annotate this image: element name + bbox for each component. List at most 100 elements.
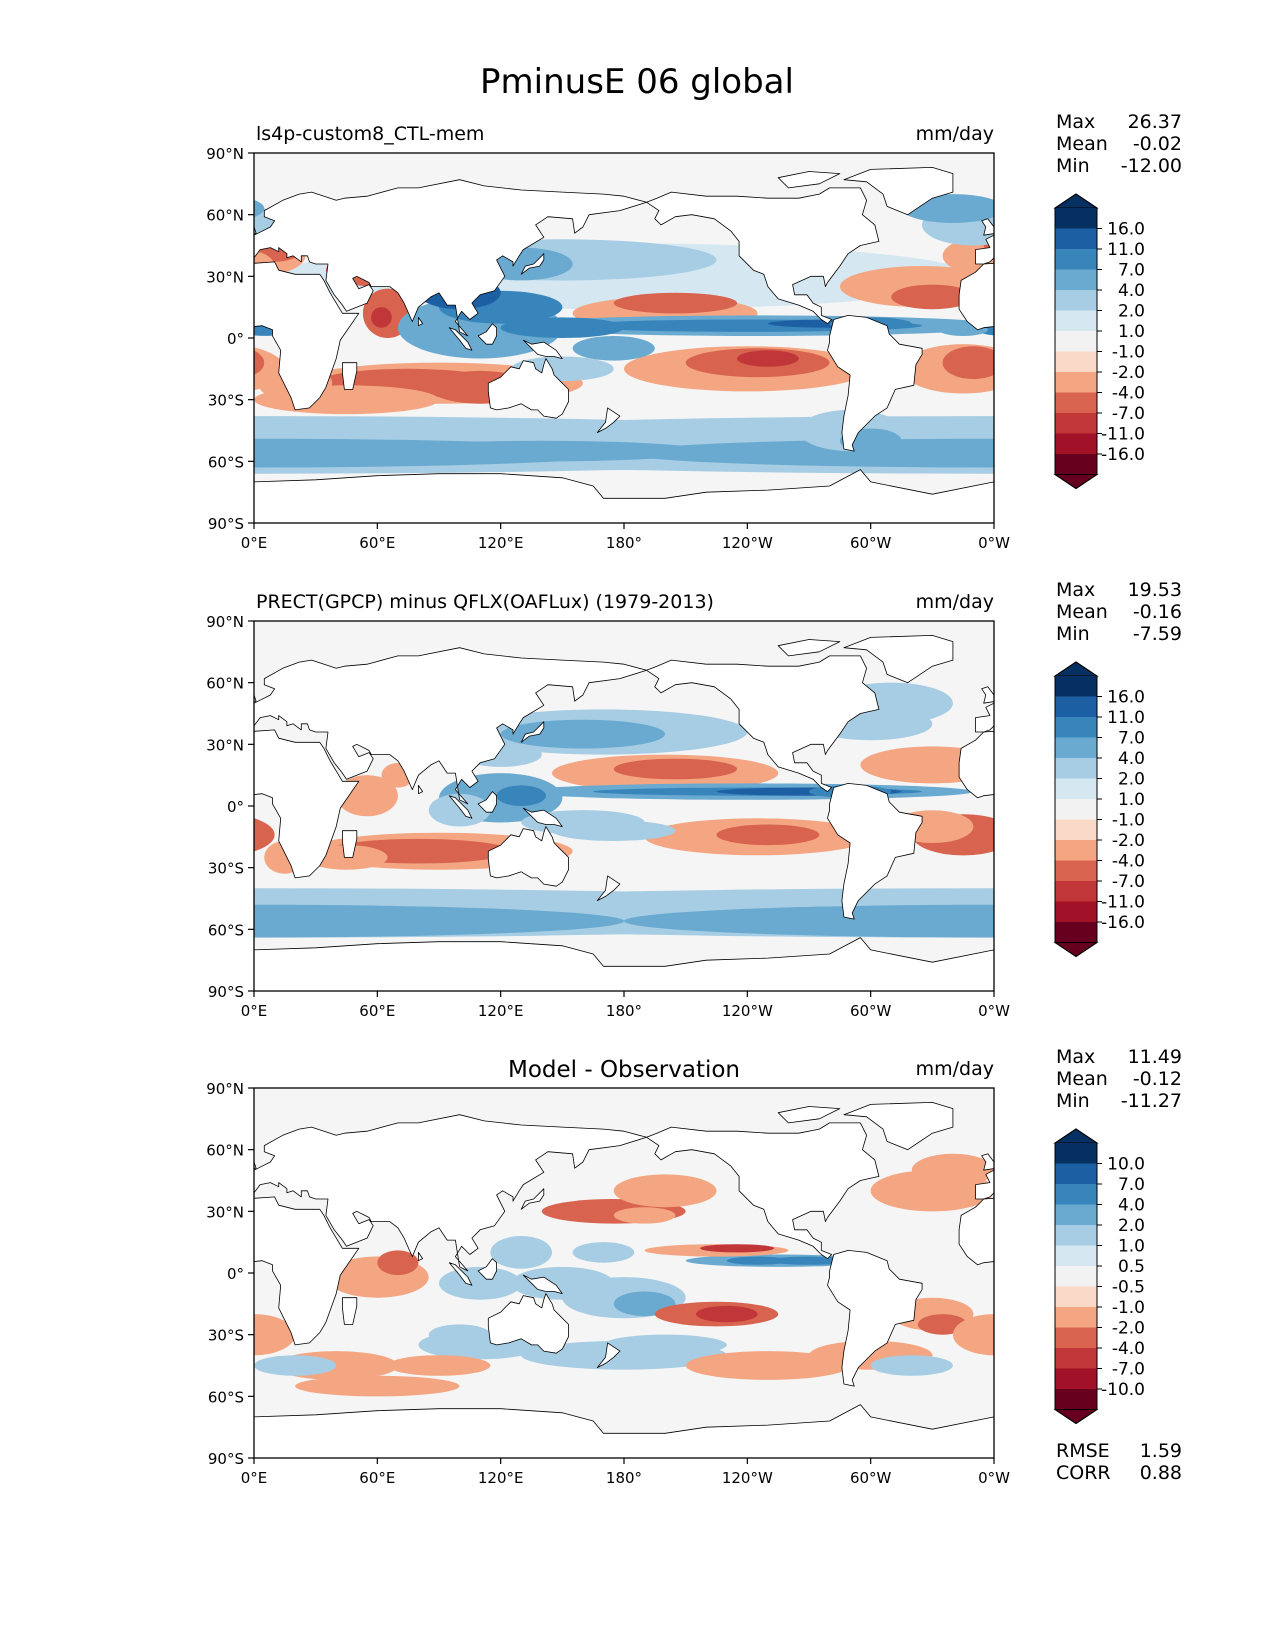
panel-units: mm/day xyxy=(916,123,994,145)
lon-tick-label: 60°W xyxy=(850,1469,892,1487)
land-borneo xyxy=(477,323,497,345)
lon-tick-label: 60°E xyxy=(359,534,395,552)
land-antarctica xyxy=(993,1416,994,1458)
colorbar-segment xyxy=(1055,881,1097,902)
map-field xyxy=(254,621,1237,991)
stat-min-label: Min xyxy=(1056,155,1090,177)
lon-tick-label: 60°E xyxy=(359,1002,395,1020)
map-axes: 90°N 60°N 30°N 0° 30°S 60°S 90°S0°E 60°E 120°E 18… xyxy=(206,145,1010,552)
stats-box: Max 26.37 Mean -0.02 Min -12.00 xyxy=(1056,111,1182,177)
colorbar-tick-label: -0.5 xyxy=(1112,1278,1145,1298)
colorbar-outline xyxy=(1054,1128,1098,1425)
stat-max-value: 19.53 xyxy=(1128,579,1182,601)
land-greenland xyxy=(843,635,954,684)
land-africa xyxy=(254,261,360,411)
colorbar-extend-min xyxy=(1053,942,1099,958)
colorbar-segment xyxy=(1055,1348,1097,1369)
stats-box: Max 11.49 Mean -0.12 Min -11.27 xyxy=(1056,1046,1182,1112)
colorbar-extend-max xyxy=(1053,193,1099,209)
lat-tick-label: 90°N xyxy=(206,145,244,163)
land-australia xyxy=(487,1293,569,1354)
lat-tick-label: 30°N xyxy=(206,268,244,286)
land-sumatra xyxy=(1189,1263,1212,1286)
land-japan xyxy=(520,253,545,275)
field-contour-region xyxy=(911,1153,994,1187)
land-sri-lanka xyxy=(418,317,423,327)
stat-min-label: Min xyxy=(1056,623,1090,645)
colorbar-tick-label: 10.0 xyxy=(1107,1155,1145,1175)
colorbar-segment xyxy=(1055,372,1097,393)
land-eurasia xyxy=(254,647,647,805)
land-sumatra xyxy=(1189,328,1212,351)
land-sumatra xyxy=(1189,796,1212,819)
land-uk xyxy=(981,218,994,236)
coastlines xyxy=(254,635,1237,991)
colorbar-tick-label: -7.0 xyxy=(1112,404,1145,424)
land-new-guinea xyxy=(522,807,563,827)
colorbar-segment xyxy=(1055,454,1097,475)
land-madagascar xyxy=(342,362,358,390)
land-africa xyxy=(254,729,360,879)
lon-tick-label: 120°E xyxy=(478,534,524,552)
colorbar-segment xyxy=(1055,860,1097,882)
colorbar-segment xyxy=(1055,433,1097,455)
field-contour-region xyxy=(706,906,953,932)
colorbar-segment xyxy=(1055,1204,1097,1226)
field-contour-region xyxy=(377,1250,419,1275)
land-antarctica xyxy=(254,469,994,523)
map-field xyxy=(254,153,1275,523)
field-shading xyxy=(254,682,994,938)
lon-tick-label: 0°W xyxy=(978,534,1010,552)
colorbar-segment xyxy=(1055,1368,1097,1390)
land-australia xyxy=(1228,359,1275,419)
lat-tick-label: 30°S xyxy=(208,860,244,878)
colorbar-tick-label: 16.0 xyxy=(1107,220,1145,240)
lon-tick-label: 0°W xyxy=(978,1002,1010,1020)
colorbar-tick-label: 4.0 xyxy=(1118,749,1145,769)
colorbar-segment xyxy=(1055,922,1097,943)
lon-tick-label: 120°E xyxy=(478,1002,524,1020)
lat-tick-label: 90°N xyxy=(206,1080,244,1098)
colorbar-segment xyxy=(1055,717,1097,738)
colorbar-tick-label: 7.0 xyxy=(1118,1175,1145,1195)
land-arctic-islands xyxy=(777,1106,841,1124)
field-contour-region xyxy=(891,284,974,310)
lon-tick-label: 120°W xyxy=(722,1002,773,1020)
error-stats: RMSE 1.59 CORR 0.88 xyxy=(1056,1440,1182,1484)
colorbar-tick-label: 2.0 xyxy=(1118,1216,1145,1236)
field-contour-region xyxy=(428,1324,491,1345)
colorbar-segment xyxy=(1055,778,1097,800)
stat-mean-value: -0.16 xyxy=(1133,601,1182,623)
land-sri-lanka xyxy=(1158,1252,1162,1260)
colorbar-tick-label: -4.0 xyxy=(1112,1339,1145,1359)
land-arctic-islands xyxy=(777,639,841,657)
field-contour-region xyxy=(254,322,265,329)
land-sri-lanka xyxy=(418,785,423,795)
land-uk xyxy=(981,1153,994,1171)
colorbar-segment xyxy=(1055,228,1097,250)
panel-difference: Model - Observation mm/day 90°N 60°N 30°N 0… xyxy=(206,1046,1275,1487)
land-new-zealand xyxy=(596,1342,621,1368)
colorbar-segment xyxy=(1055,1389,1097,1410)
lat-tick-label: 30°N xyxy=(206,736,244,754)
panel-units: mm/day xyxy=(916,1058,994,1080)
stat-min-value: -12.00 xyxy=(1121,155,1182,177)
land-sri-lanka xyxy=(1158,317,1162,325)
lat-tick-label: 60°S xyxy=(208,1388,244,1406)
land-borneo xyxy=(1218,792,1237,813)
colorbar-tick-label: 2.0 xyxy=(1118,770,1145,790)
stat-mean-label: Mean xyxy=(1056,133,1108,155)
lon-tick-label: 0°E xyxy=(241,1469,268,1487)
field-contour-region xyxy=(377,440,707,462)
colorbar-tick-label: 1.0 xyxy=(1118,790,1145,810)
land-australia xyxy=(1228,1294,1275,1354)
field-contour-region xyxy=(726,1256,789,1265)
colorbar-tick-label: 1.0 xyxy=(1118,1237,1145,1257)
lon-tick-label: 0°W xyxy=(978,1469,1010,1487)
stat-min-value: -7.59 xyxy=(1133,623,1182,645)
lon-tick-label: 60°W xyxy=(850,534,892,552)
land-madagascar xyxy=(342,830,358,858)
colorbar-tick-label: -11.0 xyxy=(1101,893,1145,913)
land-africa xyxy=(958,730,994,799)
land-africa xyxy=(958,262,994,331)
